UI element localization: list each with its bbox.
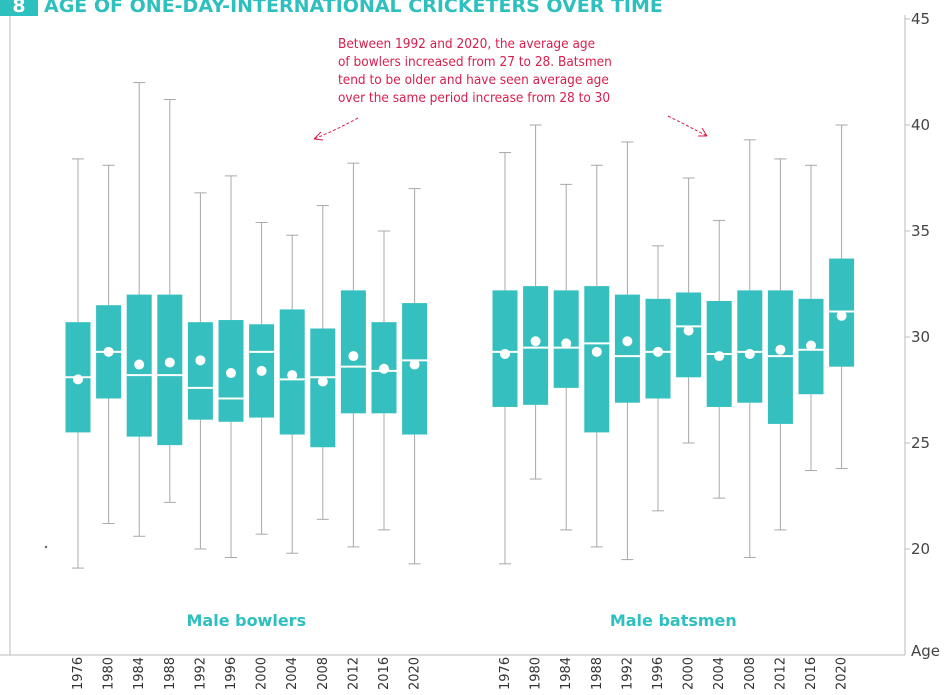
annotation-arrow-right	[667, 115, 708, 137]
annotation-arrowhead-right	[698, 127, 708, 137]
figure-number: 8	[12, 0, 25, 17]
mean-dot	[561, 338, 572, 349]
chart-title-text: AGE OF ONE-DAY-INTERNATIONAL CRICKETERS …	[44, 0, 663, 17]
mean-dot	[195, 355, 206, 366]
mean-dot	[591, 346, 602, 357]
x-tick-label: 1976	[498, 657, 513, 690]
mean-dot	[836, 310, 847, 321]
box	[737, 290, 763, 403]
mean-dot	[622, 336, 633, 347]
bowlers-group-label: Male bowlers	[186, 611, 306, 630]
x-tick-label: 2012	[346, 657, 361, 690]
mean-dot	[500, 348, 510, 359]
batsmen-series	[492, 124, 855, 565]
mean-dot	[287, 370, 298, 381]
x-tick-label: 2004	[712, 657, 727, 690]
x-tick-label: 1984	[559, 657, 574, 690]
x-tick-label: 1980	[529, 657, 544, 690]
mean-dot	[317, 376, 328, 387]
box	[157, 294, 183, 446]
y-tick-label: 40	[911, 116, 930, 134]
x-tick-label: 1992	[620, 657, 635, 690]
mean-dot	[73, 374, 83, 385]
y-tick-label: 35	[911, 222, 930, 240]
mean-dot	[775, 344, 786, 355]
box	[310, 328, 336, 448]
batsmen-group-label: Male batsmen	[610, 611, 737, 630]
y-tick-label: 30	[911, 328, 930, 346]
annotation: Between 1992 and 2020, the average age o…	[313, 36, 708, 141]
y-tick-label: 25	[911, 434, 930, 452]
x-tick-label: 1988	[163, 657, 178, 690]
x-tick-label: 1996	[651, 657, 666, 690]
x-tick-label: 2016	[377, 657, 392, 690]
box	[492, 290, 518, 407]
bowlers-series	[65, 82, 428, 569]
x-tick-label: 1984	[132, 657, 147, 690]
x-axis-labels: 1976 1980 1984 1988 1992 1996 2000 2004 2008 2012…	[71, 611, 850, 690]
x-tick-label: 2004	[285, 657, 300, 690]
mean-dot	[744, 348, 755, 359]
mean-dot	[164, 357, 175, 368]
y-tick-label: 45	[911, 10, 930, 28]
x-tick-label: 2020	[835, 657, 850, 690]
x-tick-label: 1996	[224, 657, 239, 690]
x-tick-label: 2020	[408, 657, 423, 690]
chart-title: 8 AGE OF ONE-DAY-INTERNATIONAL CRICKETER…	[0, 0, 663, 17]
mean-dot	[714, 351, 725, 362]
annotation-line-4: over the same period increase from 28 to…	[338, 90, 610, 106]
annotation-line-2: of bowlers increased from 27 to 28. Bats…	[338, 54, 612, 70]
mean-dot	[134, 359, 145, 370]
x-tick-label: 1992	[193, 657, 208, 690]
box	[614, 294, 640, 403]
x-tick-label: 2000	[682, 657, 697, 690]
mean-dot	[103, 346, 114, 357]
chart-frame	[0, 15, 906, 656]
annotation-line-1: Between 1992 and 2020, the average age	[338, 36, 595, 52]
mean-dot	[348, 351, 359, 362]
x-tick-label: 2016	[804, 657, 819, 690]
figure-number-badge	[0, 0, 38, 16]
plot-area	[65, 82, 855, 569]
annotation-arrow-left	[313, 117, 359, 140]
mean-dot	[226, 368, 236, 379]
annotation-line-3: tend to be older and have seen average a…	[338, 72, 609, 88]
y-axis-label: Age	[911, 642, 940, 660]
mean-dot	[409, 359, 420, 370]
box	[767, 290, 793, 424]
x-tick-label: 2008	[743, 657, 758, 690]
mean-dot	[256, 365, 267, 376]
x-tick-label: 1980	[102, 657, 117, 690]
x-tick-label: 2012	[773, 657, 788, 690]
stray-dot	[44, 545, 48, 549]
mean-dot	[806, 340, 816, 351]
mean-dot	[530, 336, 541, 347]
y-axis: 20 25 30 35 40 45 Age	[905, 10, 940, 660]
x-tick-label: 1988	[590, 657, 605, 690]
mean-dot	[379, 363, 389, 374]
x-tick-label: 2008	[316, 657, 331, 690]
mean-dot	[683, 325, 694, 336]
y-tick-label: 20	[911, 540, 930, 558]
mean-dot	[653, 346, 663, 357]
box	[187, 322, 213, 420]
x-tick-label: 2000	[255, 657, 270, 690]
annotation-arrowhead-left	[313, 131, 324, 141]
box	[584, 286, 610, 433]
x-tick-label: 1976	[71, 657, 86, 690]
